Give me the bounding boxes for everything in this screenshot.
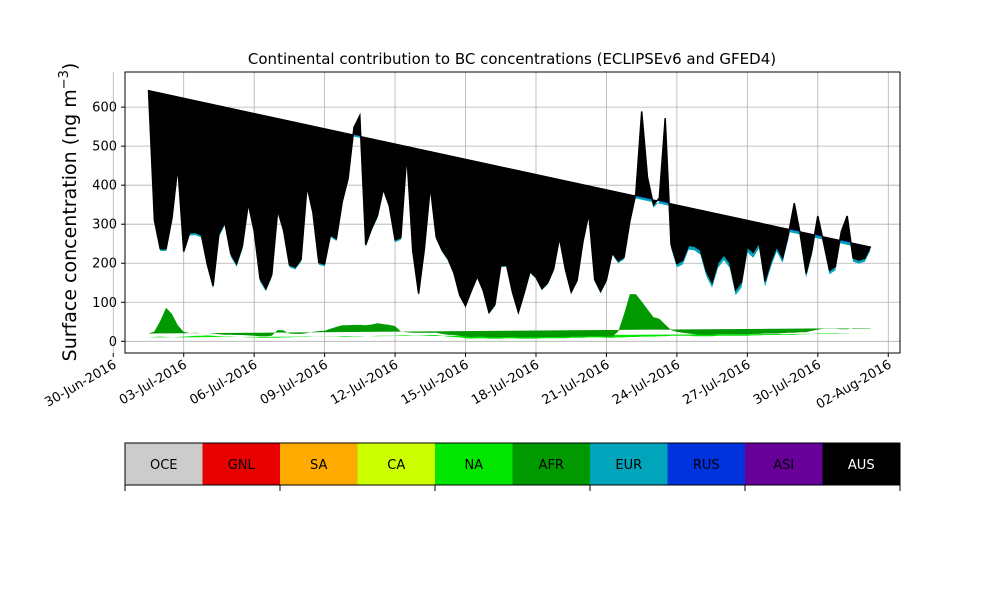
legend-label-aus: AUS <box>848 458 875 473</box>
plot-area <box>112 71 901 354</box>
y-tick-label: 300 <box>92 218 117 233</box>
y-tick-label: 200 <box>92 257 117 272</box>
area-series-afr <box>148 294 871 338</box>
legend-colorbar: OCE GNL SA CA NA AFR EUR RUS ASI AUS <box>124 442 901 491</box>
legend-label-rus: RUS <box>693 458 720 473</box>
legend-swatch-oce <box>125 443 203 485</box>
legend-label-gnl: GNL <box>228 458 256 473</box>
legend-swatch-gnl <box>202 443 280 485</box>
legend-label-afr: AFR <box>539 458 564 473</box>
y-axis-label: Surface concentration (ng m−3) <box>57 63 81 362</box>
legend-label-asi: ASI <box>773 458 794 473</box>
y-tick-label: 0 <box>109 335 117 350</box>
y-tick-label: 500 <box>92 140 117 155</box>
legend-swatch-na <box>435 443 513 485</box>
plot-frame <box>124 71 901 354</box>
legend-swatch-afr <box>512 443 590 485</box>
y-axis-label-main: Surface concentration (ng m <box>59 89 81 361</box>
total-outline-line <box>147 89 872 316</box>
y-tick-label: 100 <box>92 296 117 311</box>
legend-swatch-asi <box>745 443 823 485</box>
legend-label-eur: EUR <box>615 458 642 473</box>
y-axis: 0 100 200 300 400 500 600 <box>92 101 125 350</box>
legend-swatch-rus <box>667 443 745 485</box>
legend-swatch-ca <box>357 443 435 485</box>
legend-label-oce: OCE <box>150 458 178 473</box>
legend-swatch-aus <box>822 443 900 485</box>
area-series-aus <box>148 90 871 313</box>
legend-swatch-sa <box>280 443 358 485</box>
y-tick-label: 600 <box>92 101 117 116</box>
y-axis-label-exponent: −3 <box>57 70 72 89</box>
legend-label-sa: SA <box>310 458 327 473</box>
y-axis-label-close: ) <box>59 63 81 70</box>
legend-label-ca: CA <box>387 458 405 473</box>
legend-swatch-eur <box>590 443 668 485</box>
legend-frame <box>124 442 901 486</box>
legend-label-na: NA <box>464 458 483 473</box>
y-tick-label: 400 <box>92 179 117 194</box>
chart-title: Continental contribution to BC concentra… <box>248 50 776 68</box>
